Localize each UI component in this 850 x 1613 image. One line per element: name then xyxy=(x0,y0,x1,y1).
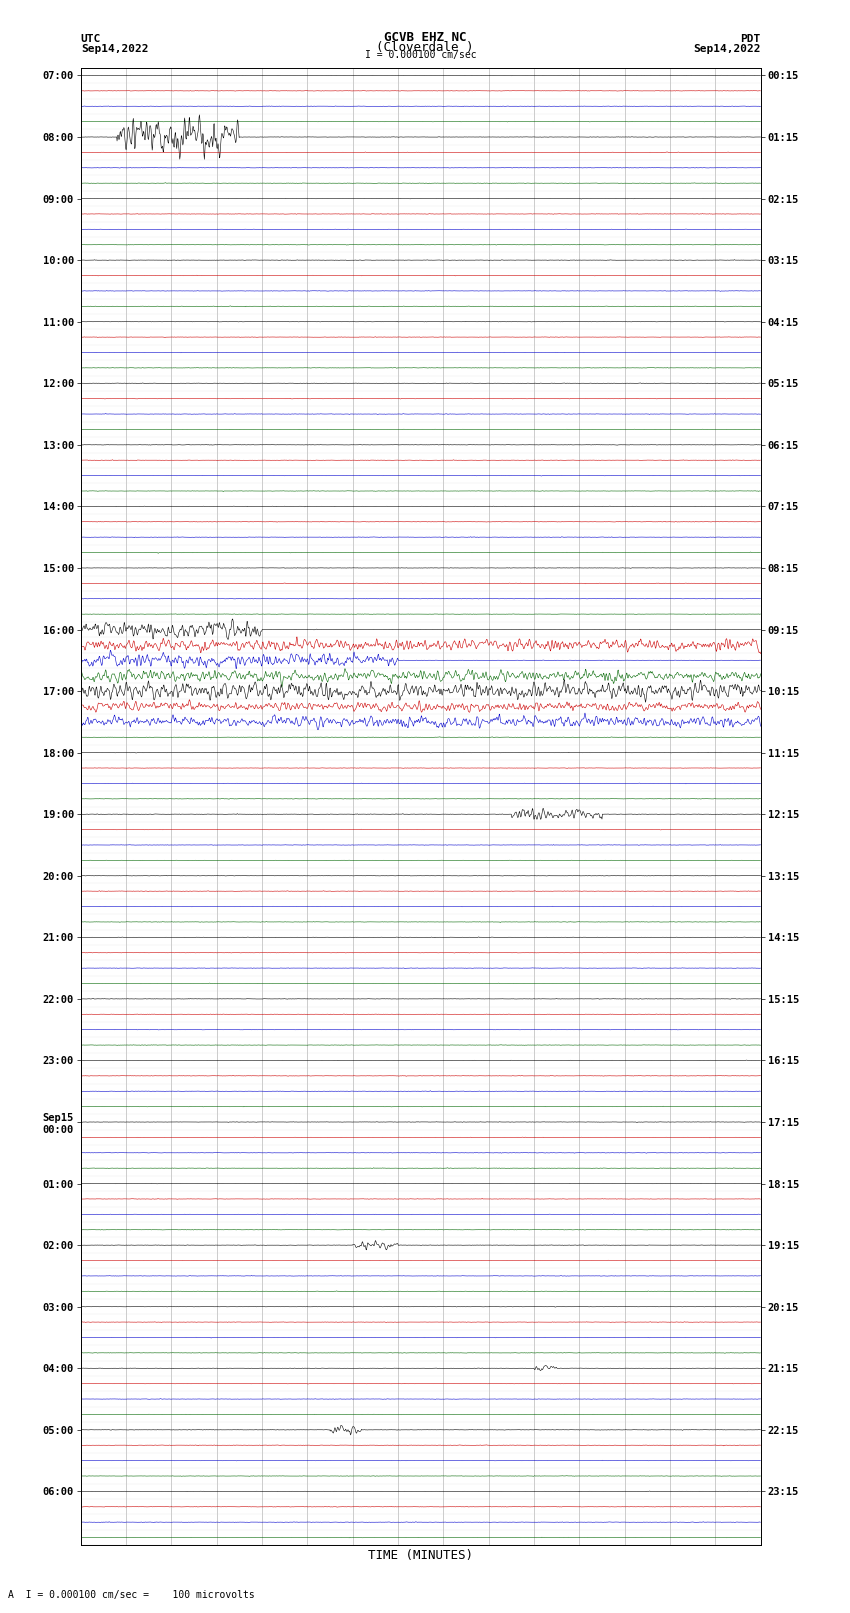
X-axis label: TIME (MINUTES): TIME (MINUTES) xyxy=(368,1550,473,1563)
Text: GCVB EHZ NC: GCVB EHZ NC xyxy=(383,31,467,44)
Text: Sep14,2022: Sep14,2022 xyxy=(81,44,148,53)
Text: Sep14,2022: Sep14,2022 xyxy=(694,44,761,53)
Text: I = 0.000100 cm/sec: I = 0.000100 cm/sec xyxy=(365,50,477,60)
Text: PDT: PDT xyxy=(740,34,761,44)
Text: A  I = 0.000100 cm/sec =    100 microvolts: A I = 0.000100 cm/sec = 100 microvolts xyxy=(8,1590,255,1600)
Text: (Cloverdale ): (Cloverdale ) xyxy=(377,40,473,53)
Text: UTC: UTC xyxy=(81,34,101,44)
